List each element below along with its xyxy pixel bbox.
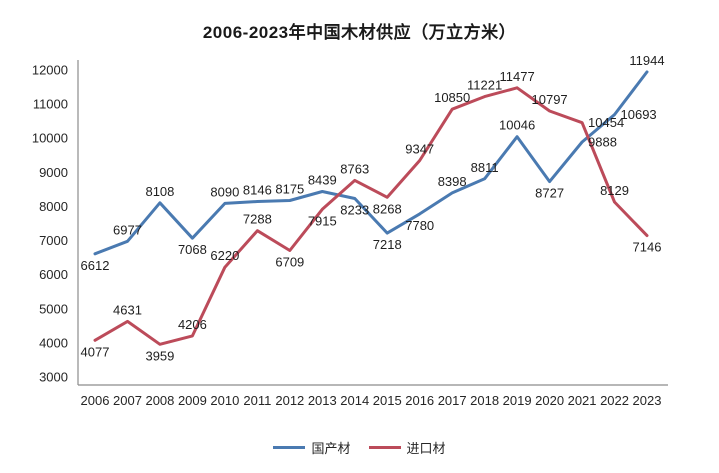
y-axis-tick-label: 4000 bbox=[39, 335, 68, 350]
data-point-label: 3959 bbox=[145, 348, 174, 363]
data-point-label: 6612 bbox=[81, 258, 110, 273]
data-point-label: 7288 bbox=[243, 212, 272, 227]
x-axis-tick-label: 2017 bbox=[438, 393, 467, 408]
x-axis-tick-label: 2013 bbox=[308, 393, 337, 408]
data-point-label: 10850 bbox=[434, 90, 470, 105]
x-axis-tick-label: 2020 bbox=[535, 393, 564, 408]
data-point-label: 6709 bbox=[275, 254, 304, 269]
legend-item-imported: 进口材 bbox=[368, 438, 446, 457]
data-point-label: 8398 bbox=[438, 174, 467, 189]
data-point-label: 6220 bbox=[210, 248, 239, 263]
data-point-label: 4077 bbox=[81, 344, 110, 359]
data-point-label: 8129 bbox=[600, 183, 629, 198]
legend-swatch-imported bbox=[368, 446, 401, 449]
data-point-label: 4206 bbox=[178, 317, 207, 332]
y-axis-tick-label: 3000 bbox=[39, 370, 68, 385]
data-point-label: 8175 bbox=[275, 181, 304, 196]
y-axis-tick-label: 10000 bbox=[32, 131, 68, 146]
x-axis-tick-label: 2010 bbox=[210, 393, 239, 408]
data-point-label: 8090 bbox=[210, 184, 239, 199]
data-point-label: 8811 bbox=[471, 160, 499, 175]
x-axis-tick-label: 2022 bbox=[600, 393, 629, 408]
series-line-1 bbox=[93, 86, 649, 346]
x-axis-tick-label: 2021 bbox=[568, 393, 597, 408]
legend-label-domestic: 国产材 bbox=[311, 441, 351, 456]
x-axis-tick-label: 2018 bbox=[470, 393, 499, 408]
data-point-label: 4631 bbox=[113, 302, 142, 317]
data-point-label: 9888 bbox=[588, 135, 617, 150]
data-point-label: 8763 bbox=[340, 161, 369, 176]
data-point-label: 8233 bbox=[340, 202, 369, 217]
y-axis-tick-label: 7000 bbox=[39, 233, 68, 248]
data-point-label: 7780 bbox=[405, 218, 434, 233]
data-point-label: 8268 bbox=[373, 201, 402, 216]
legend: 国产材 进口材 bbox=[0, 438, 719, 457]
data-point-label: 10454 bbox=[588, 115, 624, 130]
x-axis-tick-label: 2011 bbox=[243, 393, 271, 408]
y-axis-tick-label: 9000 bbox=[39, 165, 68, 180]
legend-item-domestic: 国产材 bbox=[273, 438, 351, 457]
data-point-label: 11477 bbox=[500, 69, 535, 84]
x-axis-tick-label: 2016 bbox=[405, 393, 434, 408]
data-point-label: 10693 bbox=[621, 107, 657, 122]
data-point-label: 7146 bbox=[633, 240, 662, 255]
y-axis-tick-label: 11000 bbox=[33, 97, 68, 112]
data-point-label: 9347 bbox=[405, 141, 434, 156]
legend-swatch-domestic bbox=[273, 446, 306, 449]
data-point-label: 7218 bbox=[373, 237, 402, 252]
data-point-label: 7915 bbox=[308, 213, 337, 228]
y-axis-tick-label: 5000 bbox=[39, 301, 68, 316]
x-axis-tick-label: 2015 bbox=[373, 393, 402, 408]
data-point-label: 10797 bbox=[532, 92, 568, 107]
legend-label-imported: 进口材 bbox=[406, 441, 446, 456]
data-point-label: 6977 bbox=[113, 222, 142, 237]
y-axis-tick-label: 6000 bbox=[39, 267, 68, 282]
y-axis-tick-label: 12000 bbox=[32, 63, 68, 78]
x-axis-tick-label: 2012 bbox=[275, 393, 304, 408]
x-axis-tick-label: 2014 bbox=[340, 393, 369, 408]
data-point-label: 11221 bbox=[467, 78, 502, 93]
x-axis-tick-label: 2023 bbox=[633, 393, 662, 408]
x-axis-tick-label: 2008 bbox=[145, 393, 174, 408]
y-axis-tick-label: 8000 bbox=[39, 199, 68, 214]
data-point-label: 10046 bbox=[499, 118, 535, 133]
x-axis-tick-label: 2009 bbox=[178, 393, 207, 408]
data-point-label: 8108 bbox=[145, 184, 174, 199]
x-axis-tick-label: 2006 bbox=[81, 393, 110, 408]
series-line-0 bbox=[93, 70, 649, 256]
x-axis-tick-label: 2007 bbox=[113, 393, 142, 408]
data-point-label: 8146 bbox=[243, 182, 272, 197]
data-point-label: 8439 bbox=[308, 172, 337, 187]
data-point-label: 11944 bbox=[629, 53, 664, 68]
x-axis-tick-label: 2019 bbox=[503, 393, 532, 408]
data-point-label: 7068 bbox=[178, 242, 207, 257]
chart-title: 2006-2023年中国木材供应（万立方米） bbox=[202, 23, 517, 42]
data-point-label: 8727 bbox=[535, 186, 564, 201]
